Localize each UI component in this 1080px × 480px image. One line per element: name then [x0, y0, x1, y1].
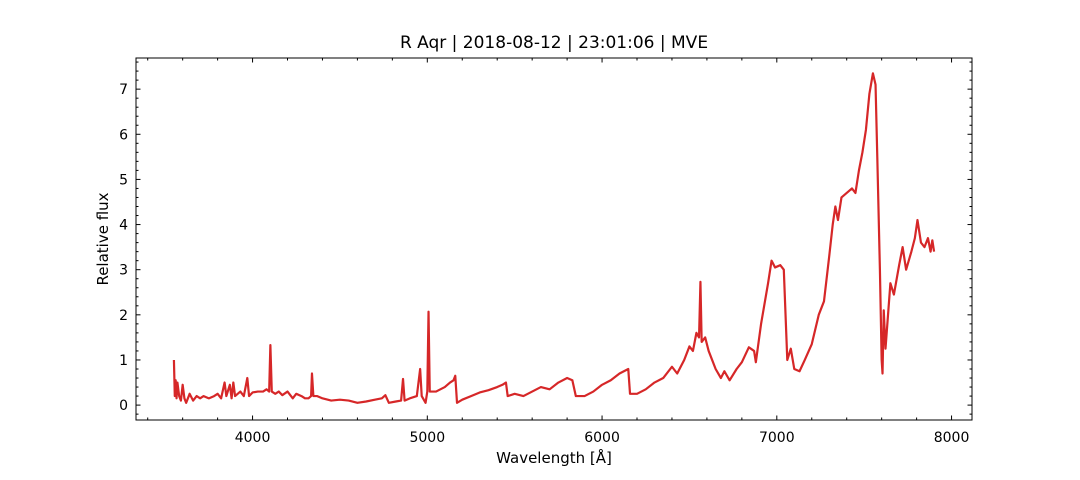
y-tick-label: 6	[119, 127, 128, 143]
y-tick-label: 1	[119, 353, 128, 369]
y-tick-label: 4	[119, 218, 128, 234]
y-tick-label: 3	[119, 263, 128, 279]
chart-title: R Aqr | 2018-08-12 | 23:01:06 | MVE	[400, 33, 708, 53]
y-axis-label: Relative flux	[94, 192, 112, 285]
y-tick-label: 0	[119, 398, 128, 414]
plot-frame	[135, 57, 973, 421]
x-tick-label: 6000	[584, 430, 620, 446]
x-tick-label: 4000	[235, 430, 271, 446]
y-tick-label: 5	[119, 172, 128, 188]
x-tick-label: 5000	[409, 430, 445, 446]
spectrum-line	[172, 72, 936, 404]
y-tick-label: 2	[119, 308, 128, 324]
x-axis-label: Wavelength [Å]	[496, 448, 612, 467]
x-tick-label: 7000	[759, 430, 795, 446]
y-tick-label: 7	[119, 82, 128, 98]
x-tick-label: 8000	[934, 430, 970, 446]
